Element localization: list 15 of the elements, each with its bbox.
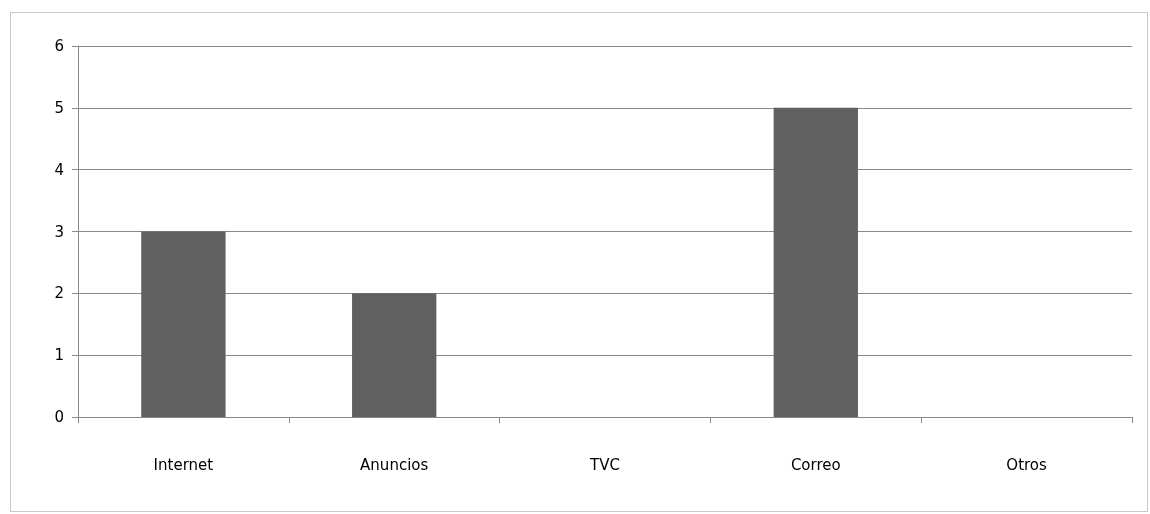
- x-tick-label: Correo: [790, 455, 841, 474]
- x-tick-label: Internet: [153, 455, 214, 474]
- x-tick-label: Otros: [1006, 455, 1048, 474]
- y-tick-label: 2: [54, 284, 64, 303]
- y-tick-label: 5: [54, 98, 64, 117]
- y-tick-label: 6: [54, 37, 64, 55]
- y-tick-label: 3: [54, 222, 64, 241]
- y-tick-label: 0: [54, 408, 64, 426]
- x-tick-label: TVC: [589, 455, 620, 474]
- x-tick-label: Anuncios: [360, 455, 429, 474]
- bar: [352, 293, 437, 417]
- y-tick-label: 1: [54, 346, 64, 365]
- y-tick-label: 4: [54, 160, 64, 179]
- bar: [773, 107, 858, 417]
- bar: [141, 231, 226, 417]
